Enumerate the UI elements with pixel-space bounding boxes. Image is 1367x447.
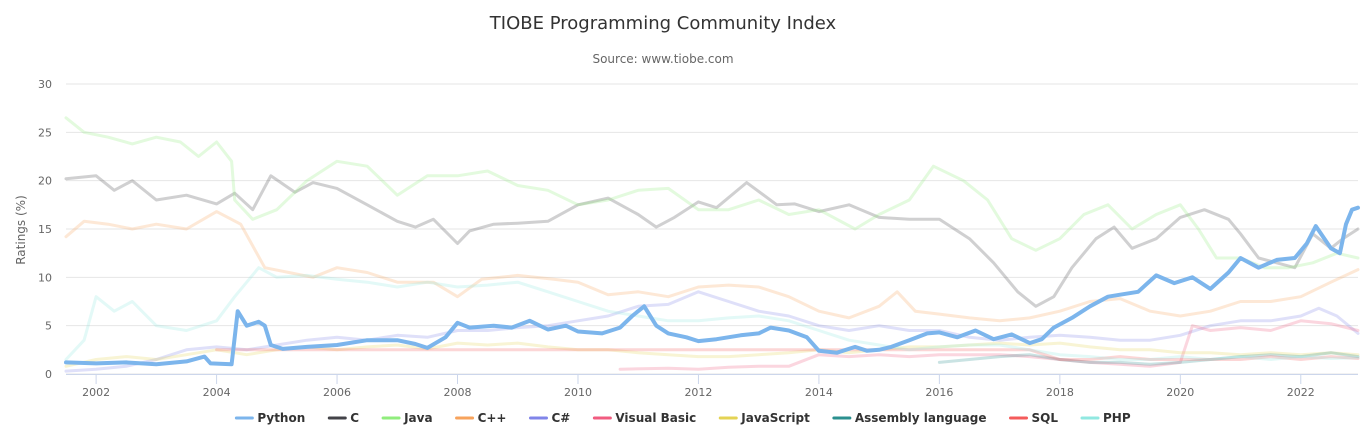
gridlines: [66, 83, 1358, 375]
legend-label: C: [350, 411, 359, 425]
series-line-csharp: [64, 290, 1360, 373]
y-axis-tick-labels: 0 5 10 15 20 25 30: [38, 78, 52, 381]
legend: Python C Java C++ C# Visual Basic JavaScript As…: [234, 411, 1131, 425]
legend-label: C#: [551, 411, 570, 425]
series-lines: [64, 116, 1360, 373]
series-line-php: [64, 266, 1360, 361]
x-tick-label: 2006: [323, 386, 351, 399]
y-tick-label: 0: [45, 368, 52, 381]
legend-item-assembly-language[interactable]: Assembly language: [832, 411, 987, 425]
legend-label: JavaScript: [740, 411, 810, 425]
x-tick-label: 2020: [1166, 386, 1194, 399]
legend-item-c[interactable]: C: [327, 411, 359, 425]
x-tick-label: 2002: [82, 386, 110, 399]
legend-item-visual-basic[interactable]: Visual Basic: [592, 411, 696, 425]
y-tick-label: 20: [38, 175, 52, 188]
series-line-sql: [215, 348, 1360, 361]
legend-label: SQL: [1032, 411, 1059, 425]
x-tick-label: 2022: [1287, 386, 1315, 399]
legend-label: C++: [478, 411, 507, 425]
legend-item-python[interactable]: Python: [234, 411, 305, 425]
x-tick-label: 2008: [444, 386, 472, 399]
x-tick-label: 2018: [1046, 386, 1074, 399]
series-line-assembly-language: [937, 351, 1360, 366]
series-line-python: [64, 205, 1360, 367]
y-tick-label: 30: [38, 78, 52, 91]
legend-item-javascript[interactable]: JavaScript: [718, 411, 810, 425]
series-line-c: [64, 174, 1360, 308]
y-tick-label: 15: [38, 223, 52, 236]
legend-item-java[interactable]: Java: [381, 411, 433, 425]
y-axis-label: Ratings (%): [14, 195, 28, 265]
y-tick-label: 10: [38, 271, 52, 284]
legend-label: Java: [403, 411, 432, 425]
x-axis: 2002 2004 2006 2008 2010 2012 2014 2016 2018 2020…: [66, 374, 1358, 399]
chart-title: TIOBE Programming Community Index: [489, 13, 837, 34]
series-line-visual-basic: [618, 319, 1360, 371]
y-tick-label: 5: [45, 320, 52, 333]
x-tick-label: 2012: [684, 386, 712, 399]
legend-label: Visual Basic: [615, 411, 696, 425]
x-tick-label: 2014: [805, 386, 833, 399]
series-line-cplusplus: [64, 210, 1360, 323]
legend-label: Python: [257, 411, 305, 425]
legend-item-csharp[interactable]: C#: [528, 411, 570, 425]
x-tick-label: 2010: [564, 386, 592, 399]
legend-label: Assembly language: [855, 411, 987, 425]
legend-item-cplusplus[interactable]: C++: [455, 411, 507, 425]
series-line-java: [64, 116, 1360, 270]
chart-subtitle: Source: www.tiobe.com: [592, 52, 733, 66]
legend-item-php[interactable]: PHP: [1080, 411, 1131, 425]
legend-label: PHP: [1103, 411, 1131, 425]
x-tick-label: 2004: [203, 386, 231, 399]
legend-item-sql[interactable]: SQL: [1009, 411, 1059, 425]
x-tick-label: 2016: [925, 386, 953, 399]
y-tick-label: 25: [38, 126, 52, 139]
